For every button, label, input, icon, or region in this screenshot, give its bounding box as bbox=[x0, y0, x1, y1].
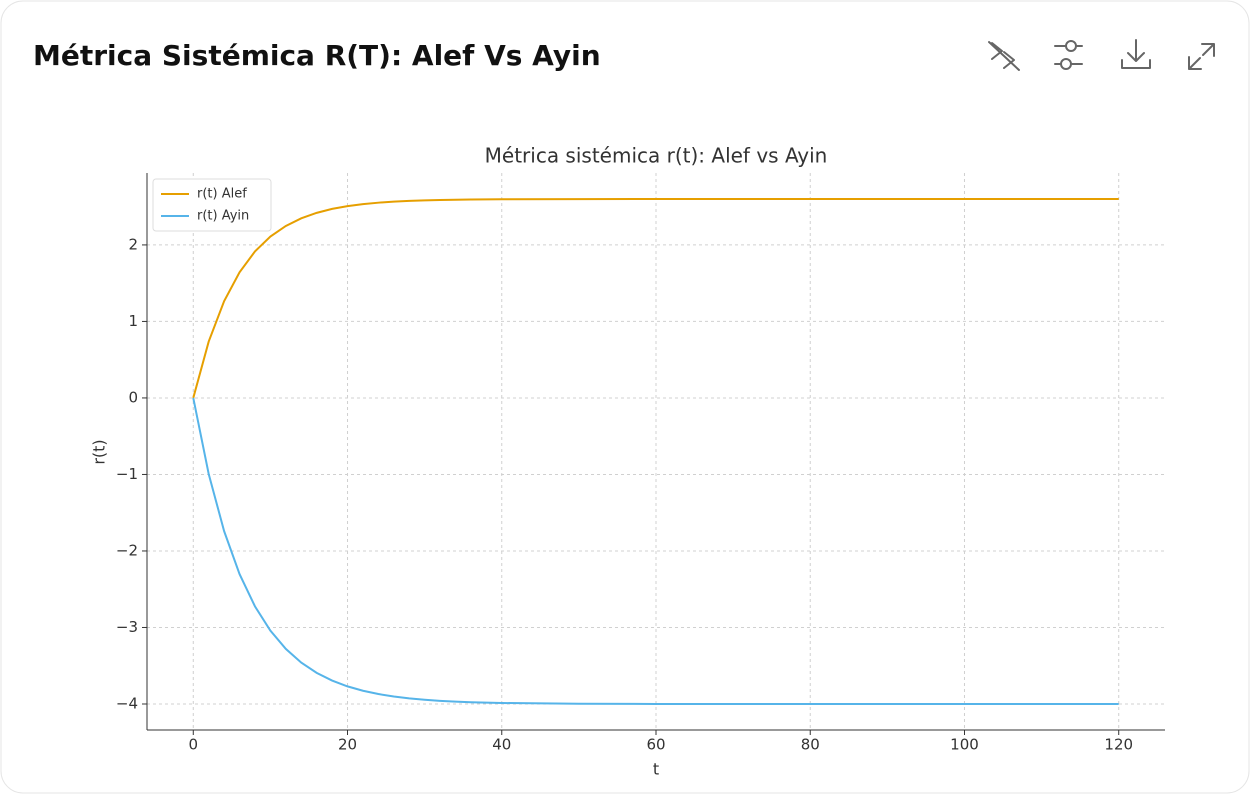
x-tick-label: 40 bbox=[492, 736, 511, 754]
y-tick-label: −2 bbox=[116, 541, 138, 559]
legend-label: r(t) Ayin bbox=[197, 209, 249, 224]
y-tick-label: 1 bbox=[128, 312, 138, 330]
x-tick-label: 20 bbox=[338, 736, 357, 754]
y-tick-label: −3 bbox=[116, 618, 138, 636]
download-button[interactable] bbox=[1121, 39, 1151, 69]
legend-label: r(t) Alef bbox=[197, 187, 247, 202]
x-tick-label: 60 bbox=[646, 736, 665, 754]
x-tick-label: 80 bbox=[801, 736, 820, 754]
settings-button[interactable] bbox=[1054, 40, 1083, 70]
y-tick-label: −1 bbox=[116, 465, 138, 483]
x-tick-label: 100 bbox=[950, 736, 979, 754]
series-line bbox=[192, 397, 1119, 705]
x-axis-label: t bbox=[653, 760, 659, 779]
y-tick-label: −4 bbox=[116, 694, 138, 712]
y-tick-label: 2 bbox=[128, 235, 138, 253]
hide-data-button[interactable] bbox=[988, 41, 1020, 71]
expand-button[interactable] bbox=[1188, 43, 1215, 70]
y-axis-label: r(t) bbox=[90, 439, 109, 464]
chart-title: Métrica sistémica r(t): Alef vs Ayin bbox=[485, 144, 828, 168]
x-tick-label: 120 bbox=[1104, 736, 1133, 754]
series-line bbox=[192, 198, 1119, 399]
card-title: Métrica Sistémica R(T): Alef Vs Ayin bbox=[33, 39, 601, 72]
x-tick-label: 0 bbox=[188, 736, 198, 754]
y-tick-label: 0 bbox=[128, 388, 138, 406]
legend-box bbox=[152, 178, 272, 232]
